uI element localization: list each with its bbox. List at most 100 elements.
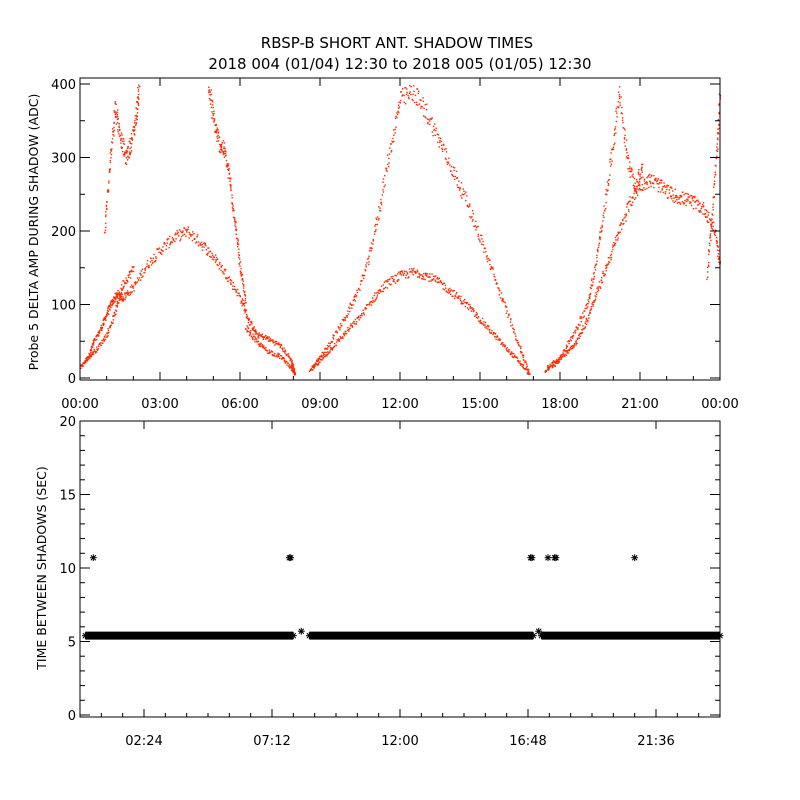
top-data-point — [689, 201, 691, 203]
top-data-point — [466, 302, 469, 304]
top-data-point — [106, 335, 108, 338]
top-data-point — [544, 371, 547, 373]
top-data-point — [527, 373, 529, 375]
top-data-point — [694, 195, 696, 198]
top-data-point — [360, 314, 362, 317]
top-data-point — [349, 303, 352, 305]
top-data-point — [283, 360, 286, 363]
top-data-point — [271, 351, 274, 353]
top-data-point — [135, 282, 138, 284]
top-data-point — [602, 214, 604, 217]
top-data-point — [411, 268, 413, 270]
top-data-point — [117, 289, 119, 292]
top-data-point — [269, 340, 271, 342]
top-data-point — [197, 234, 199, 236]
top-data-point — [341, 318, 344, 321]
top-data-point — [385, 169, 387, 171]
top-data-point — [174, 240, 176, 243]
top-data-point — [710, 225, 712, 228]
top-data-point — [712, 214, 714, 216]
top-data-point — [346, 316, 348, 318]
top-data-point — [365, 266, 367, 268]
top-data-point — [214, 131, 216, 133]
top-data-point — [475, 316, 478, 319]
top-data-point — [625, 139, 628, 141]
top-data-point — [261, 345, 263, 347]
top-data-point — [481, 238, 483, 240]
top-data-point — [572, 335, 574, 337]
top-data-point — [684, 192, 687, 195]
top-data-point — [606, 194, 608, 196]
top-data-point — [230, 177, 232, 179]
top-data-point — [715, 157, 718, 159]
top-data-point — [448, 157, 450, 159]
top-data-point — [432, 125, 435, 128]
top-data-point — [96, 351, 98, 353]
top-data-point — [93, 348, 95, 351]
top-data-point — [419, 273, 421, 276]
top-data-point — [402, 274, 404, 277]
top-data-point — [581, 329, 583, 331]
top-data-point — [440, 144, 443, 146]
top-data-point — [241, 278, 244, 280]
top-data-point — [562, 356, 564, 358]
top-data-point — [564, 350, 567, 352]
top-data-point — [129, 147, 131, 150]
top-data-point — [568, 342, 570, 345]
top-data-point — [351, 325, 353, 327]
top-data-point — [182, 230, 184, 232]
top-data-point — [459, 187, 461, 189]
top-data-point — [171, 240, 173, 243]
top-data-point — [237, 245, 239, 248]
top-data-point — [680, 195, 683, 197]
top-data-point — [103, 317, 106, 319]
top-data-point — [639, 175, 641, 177]
top-data-point — [409, 91, 411, 93]
top-data-point — [215, 124, 217, 127]
top-data-point — [343, 335, 345, 337]
top-data-point — [186, 228, 188, 231]
top-data-point — [187, 226, 189, 228]
top-data-point — [136, 281, 139, 283]
top-data-point — [428, 275, 431, 278]
top-data-point — [120, 293, 122, 295]
top-data-point — [616, 116, 618, 118]
top-data-point — [358, 288, 360, 290]
top-data-point — [623, 138, 626, 140]
top-data-point — [590, 287, 592, 290]
top-data-point — [633, 177, 636, 180]
top-data-point — [147, 266, 150, 269]
bottom-y-tick-label: 10 — [59, 562, 76, 577]
top-data-point — [471, 210, 474, 212]
top-data-point — [679, 203, 682, 205]
top-data-point — [116, 306, 119, 308]
top-data-point — [486, 325, 488, 328]
top-data-point — [631, 204, 633, 207]
top-data-point — [634, 188, 637, 190]
top-data-point — [392, 275, 394, 278]
top-data-point — [517, 360, 520, 362]
top-data-point — [612, 148, 615, 151]
top-data-point — [213, 112, 215, 115]
top-data-point — [562, 350, 565, 352]
top-data-point — [593, 273, 595, 275]
top-data-point — [421, 274, 423, 276]
top-data-point — [262, 346, 265, 349]
top-data-point — [459, 299, 462, 302]
top-data-point — [188, 237, 190, 239]
top-data-point — [575, 326, 578, 328]
top-data-point — [690, 195, 693, 197]
top-data-point — [514, 354, 516, 357]
top-data-point — [201, 249, 204, 251]
top-data-point — [655, 178, 657, 180]
top-data-point — [369, 302, 371, 304]
top-data-point — [472, 308, 475, 310]
top-data-point — [277, 343, 280, 345]
top-data-point — [638, 183, 641, 185]
top-data-point — [410, 86, 412, 88]
top-data-point — [615, 239, 617, 241]
top-data-point — [311, 366, 313, 368]
top-data-point — [590, 306, 593, 308]
top-data-point — [259, 334, 262, 336]
top-data-point — [649, 173, 651, 176]
